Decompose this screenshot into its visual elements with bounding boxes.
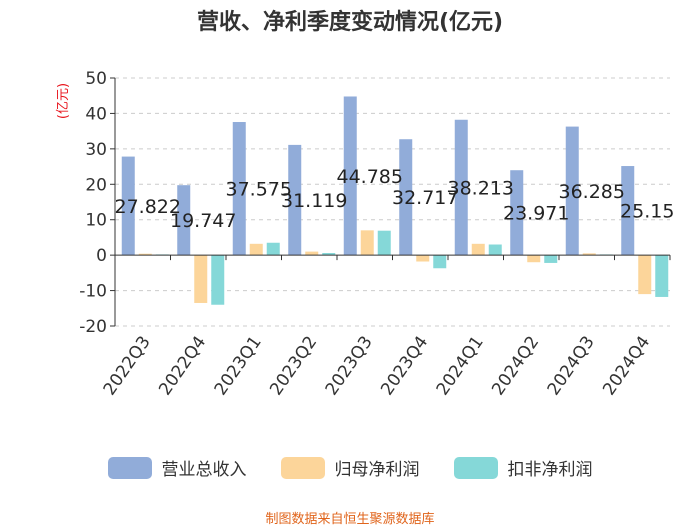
bar-revenue: [510, 170, 524, 256]
x-tick-label: 2023Q4: [377, 333, 432, 400]
data-label: 25.15: [620, 201, 674, 223]
bar-deducted-profit: [377, 230, 391, 256]
legend-swatch-net-profit: [280, 456, 325, 479]
bar-deducted-profit: [433, 255, 447, 269]
y-tick-label: 0: [96, 246, 107, 266]
bar-chart: 50403020100-10-20(亿元)27.82219.74737.5753…: [56, 69, 674, 400]
x-tick-label: 2022Q4: [155, 333, 210, 400]
bar-net-profit: [471, 243, 485, 256]
bar-net-profit: [527, 255, 541, 263]
legend-item-revenue[interactable]: 营业总收入: [107, 455, 247, 480]
bar-deducted-profit: [655, 255, 669, 297]
bar-net-profit: [638, 255, 652, 295]
y-tick-label: 20: [85, 175, 107, 195]
x-tick-label: 2023Q1: [211, 333, 266, 400]
data-label: 27.822: [115, 196, 181, 218]
bar-revenue: [288, 144, 302, 256]
data-label: 38.213: [448, 177, 514, 199]
bar-revenue: [232, 122, 246, 256]
y-axis-label: (亿元): [56, 83, 71, 119]
data-label: 19.747: [170, 210, 236, 232]
data-label: 32.717: [392, 187, 458, 209]
bar-revenue: [121, 156, 135, 256]
bar-deducted-profit: [544, 255, 558, 263]
data-label: 23.971: [503, 203, 569, 225]
bar-net-profit: [360, 230, 374, 256]
bar-net-profit: [416, 255, 430, 262]
x-tick-label: 2024Q2: [488, 333, 543, 400]
x-tick-label: 2024Q1: [433, 333, 488, 400]
legend-item-net-profit[interactable]: 归母净利润: [280, 455, 420, 480]
data-label: 36.285: [559, 181, 625, 203]
legend-label-deducted-profit: 扣非净利润: [507, 460, 593, 480]
bar-revenue: [177, 185, 191, 256]
bar-deducted-profit: [488, 244, 502, 256]
bar-revenue: [399, 139, 413, 256]
bar-revenue: [621, 166, 635, 256]
bar-deducted-profit: [211, 255, 225, 305]
data-label: 37.575: [226, 179, 292, 201]
legend-swatch-deducted-profit: [453, 456, 498, 479]
bar-net-profit: [138, 253, 152, 256]
source-note: 制图数据来自恒生聚源数据库: [265, 512, 435, 527]
bar-revenue: [565, 126, 579, 256]
legend: 营业总收入 归母净利润 扣非净利润: [0, 455, 700, 480]
y-tick-label: 30: [85, 140, 107, 160]
x-tick-label: 2023Q3: [322, 333, 377, 400]
legend-item-deducted-profit[interactable]: 扣非净利润: [453, 455, 593, 480]
x-tick-label: 2023Q2: [266, 333, 321, 400]
legend-label-net-profit: 归母净利润: [334, 460, 420, 480]
x-tick-label: 2024Q3: [544, 333, 599, 400]
bar-net-profit: [305, 251, 319, 256]
y-tick-label: 10: [85, 211, 107, 231]
bar-net-profit: [582, 253, 596, 256]
bar-net-profit: [249, 243, 263, 256]
y-tick-label: -20: [79, 317, 107, 337]
y-tick-label: 50: [85, 69, 107, 89]
bar-net-profit: [194, 255, 208, 303]
bar-deducted-profit: [266, 242, 280, 256]
bar-revenue: [343, 96, 357, 256]
legend-swatch-revenue: [107, 456, 152, 479]
legend-label-revenue: 营业总收入: [161, 460, 247, 480]
data-label: 31.119: [281, 190, 347, 212]
y-tick-label: -10: [79, 282, 107, 302]
x-tick-label: 2024Q4: [599, 333, 654, 400]
x-tick-label: 2022Q3: [100, 333, 155, 400]
bar-revenue: [454, 119, 468, 256]
y-tick-label: 40: [85, 104, 107, 124]
bar-deducted-profit: [322, 253, 336, 256]
chart-title: 营收、净利季度变动情况(亿元): [196, 10, 504, 35]
data-label: 44.785: [337, 166, 403, 188]
